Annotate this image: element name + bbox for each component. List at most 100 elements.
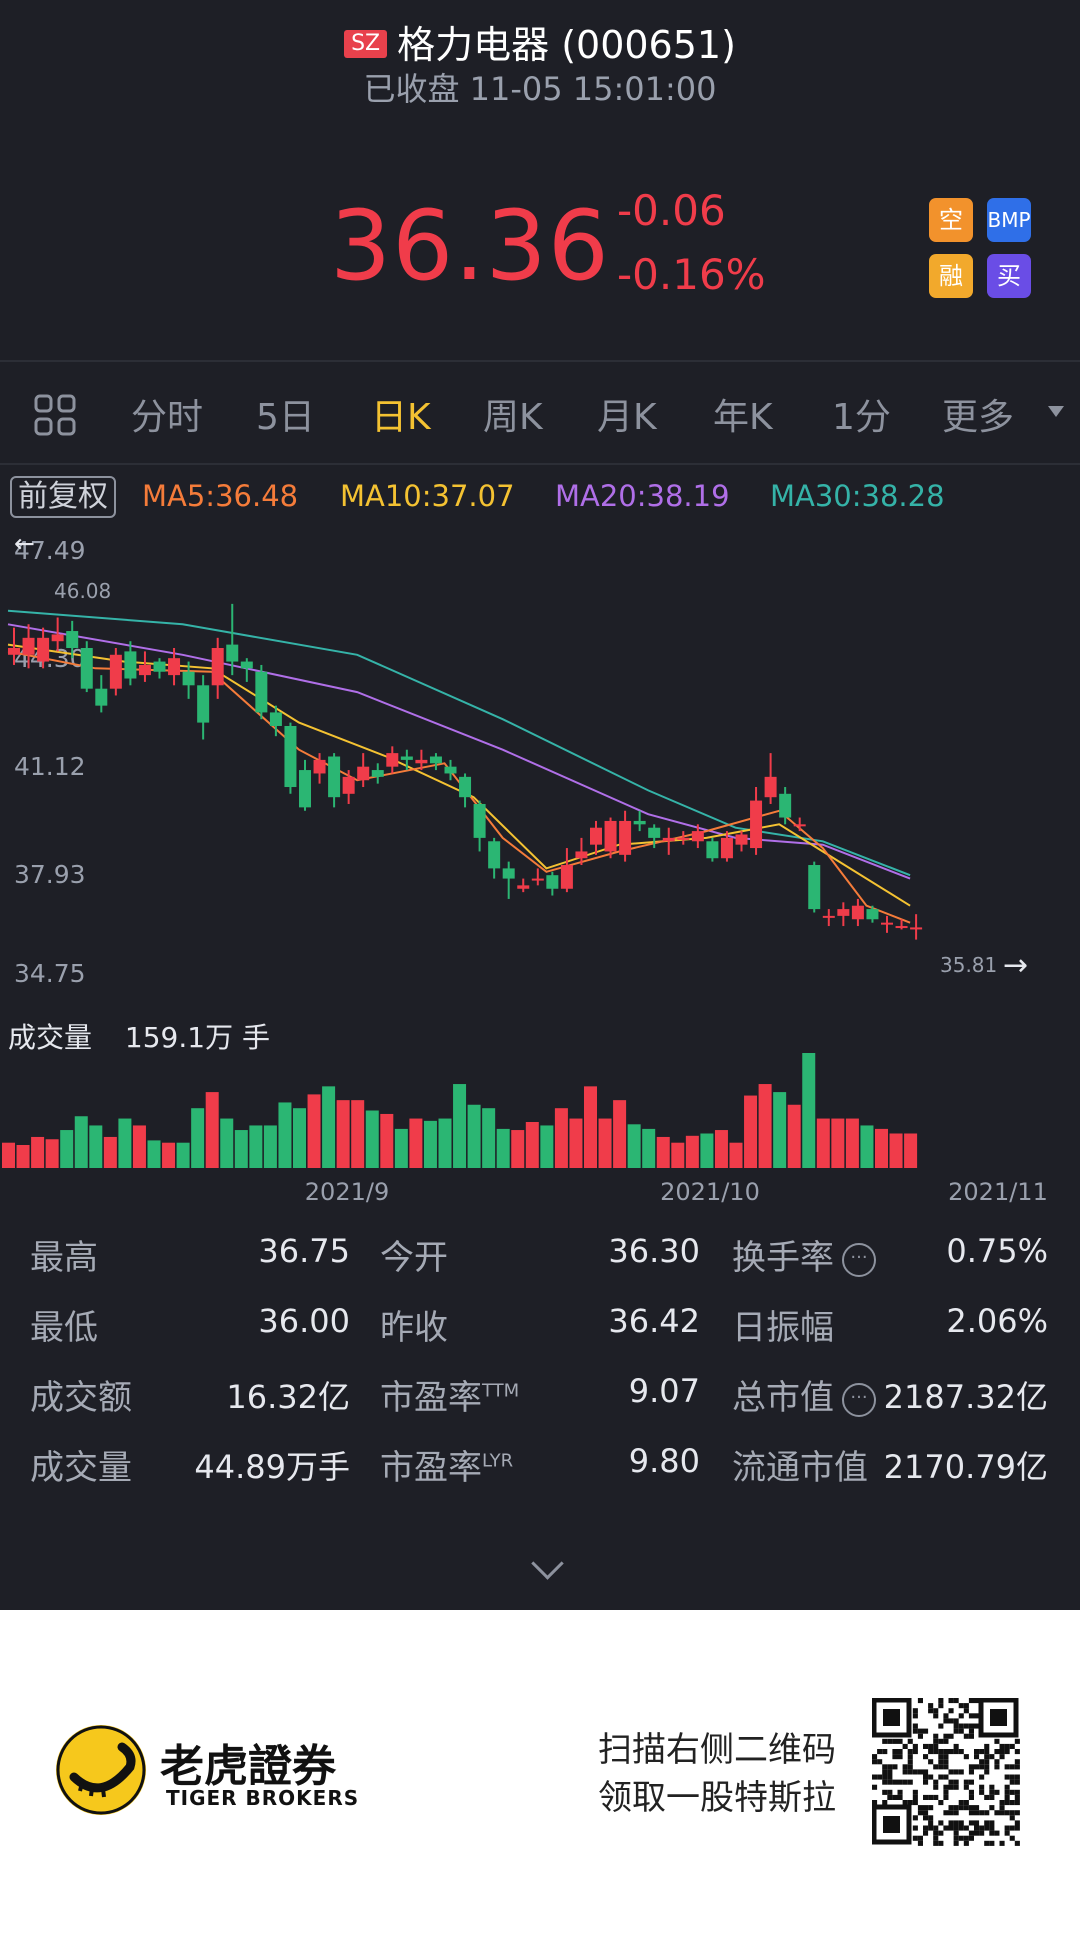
market-status: 已收盘 11-05 15:01:00 [363,70,717,108]
ma10-label: MA10:37.07 [340,479,515,513]
stat-label-text: 换手率 [732,1238,834,1278]
candle [604,817,617,859]
qr-code[interactable] [871,1697,1020,1846]
candle [37,627,50,669]
volume-bar [467,1104,481,1168]
volume-bar [31,1136,45,1168]
tab-weekly-k[interactable]: 周K [483,397,543,438]
price-adjust-button[interactable]: 前复权 [10,476,116,518]
candle [793,817,806,832]
stat-label: 成交额 [30,1370,132,1419]
candle [299,759,311,811]
volume-bar [176,1142,190,1168]
margin-tag[interactable]: 融 [929,254,973,298]
candle [691,824,704,849]
arrow-left-icon: ← [14,529,35,558]
divider [0,360,1080,362]
grid-icon[interactable] [34,394,76,436]
volume-bar [278,1102,292,1168]
short-sell-tag[interactable]: 空 [929,198,973,242]
last-price: 36.36 [330,190,610,302]
candle [51,617,64,652]
stat-label-text: 昨收 [380,1308,448,1348]
stat-label: 成交量 [30,1440,132,1489]
volume-bar [263,1125,277,1168]
chevron-down-icon[interactable] [531,1547,564,1580]
stock-title: 格力电器 (000651) [397,23,736,67]
buy-tag[interactable]: 买 [987,254,1031,298]
stat-label: 日振幅 [732,1300,834,1349]
tab-monthly-k[interactable]: 月K [597,397,657,438]
volume-bar [191,1108,205,1168]
volume-bar [496,1128,510,1168]
volume-bar [613,1100,627,1168]
candle [313,753,326,784]
promo-text-line2: 领取一股特斯拉 [598,1778,836,1818]
candle [240,658,253,682]
candle [182,661,195,699]
stat-label: 今开 [380,1230,448,1279]
volume-bar [744,1095,758,1168]
candle [881,915,893,933]
candle [764,753,777,804]
volume-bar [307,1094,321,1168]
max-price-marker: 46.08 [54,579,111,603]
volume-bar [147,1140,161,1168]
ma5-label: MA5:36.48 [142,479,299,513]
candle [371,763,384,784]
volume-bar [118,1118,132,1168]
tab-daily-k[interactable]: 日K [371,397,431,438]
stat-label-text: 流通市值 [732,1448,868,1488]
volume-bar [293,1108,306,1168]
candle [22,624,35,669]
volume-bar [787,1104,801,1168]
volume-bar [453,1084,467,1168]
candle [546,871,559,896]
candle [822,909,835,927]
candle [226,603,239,676]
y-tick: 41.12 [14,752,86,781]
candle [342,770,355,804]
stat-label: 最高 [30,1230,98,1279]
tab-yearly-k[interactable]: 年K [713,397,773,438]
tab-5day[interactable]: 5日 [256,397,315,438]
stat-value: 9.80 [628,1442,700,1480]
volume-bar [627,1124,641,1168]
candle [866,905,879,923]
brand-name-en: TIGER BROKERS [166,1786,360,1810]
candle [473,800,486,852]
candle [895,919,908,930]
tab-intraday[interactable]: 分时 [131,397,204,438]
candle [109,647,122,696]
candle [124,641,137,686]
candle [517,878,530,893]
divider [0,463,1080,465]
chevron-down-icon[interactable] [1048,406,1064,417]
candle [662,827,675,855]
info-icon[interactable]: ··· [842,1382,876,1417]
candle [706,837,719,862]
candle [66,620,79,659]
volume-bar [322,1086,336,1168]
x-tick: 2021/9 [305,1178,389,1206]
volume-bar [773,1092,787,1168]
x-tick: 2021/11 [948,1178,1048,1206]
volume-bar [584,1086,597,1168]
volume-bar [816,1118,830,1168]
tab-1min[interactable]: 1分 [832,397,891,438]
candle [808,861,821,913]
volume-bar [16,1145,30,1168]
candle [284,722,297,794]
volume-bar [482,1108,496,1168]
candle [415,749,428,771]
tiger-logo-icon [56,1725,146,1815]
tab-more[interactable]: 更多 [942,397,1015,438]
candle [168,647,181,686]
volume-bar [103,1136,117,1168]
stat-label-text: 成交量 [30,1448,132,1488]
bmp-tag[interactable]: BMP [987,198,1031,242]
candle [429,753,442,771]
candle [80,641,93,693]
info-icon[interactable]: ··· [842,1242,876,1277]
